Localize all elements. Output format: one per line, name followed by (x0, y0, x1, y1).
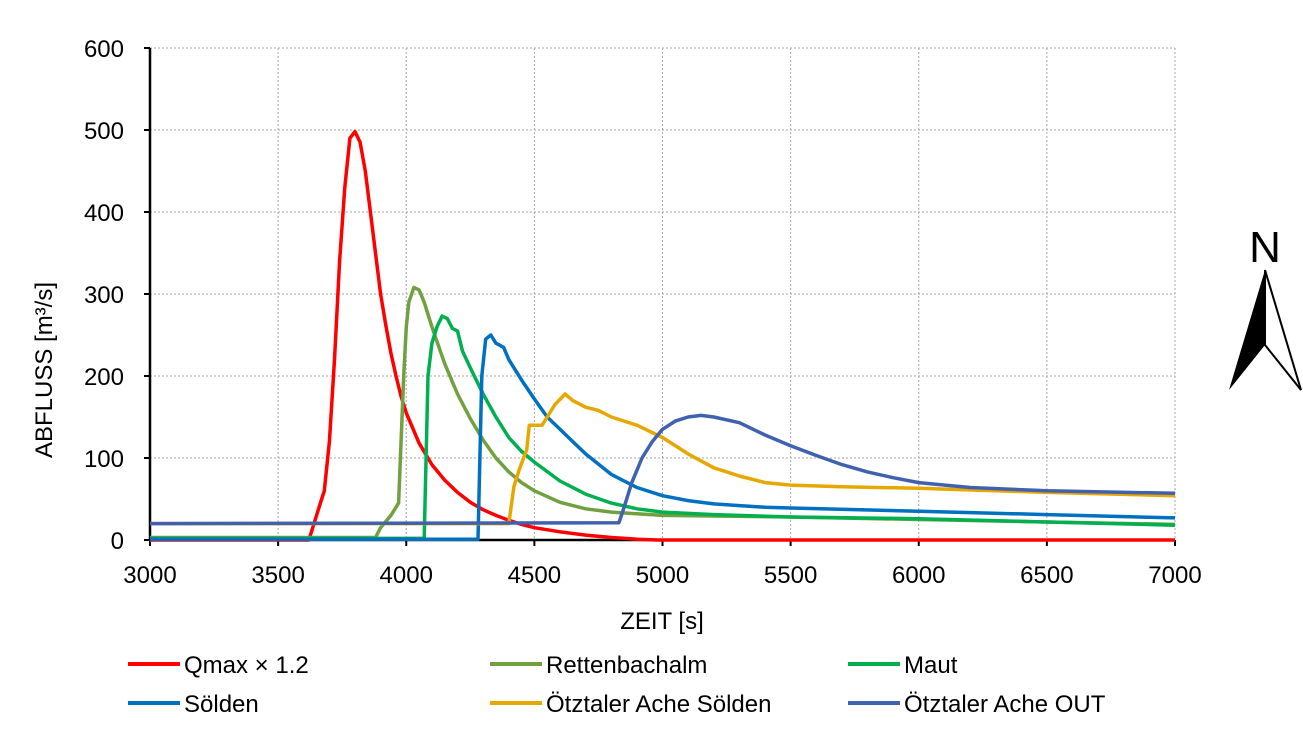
north-arrow: N (1229, 223, 1302, 391)
x-tick-label: 7000 (1148, 562, 1201, 589)
x-tick-label: 3000 (123, 562, 176, 589)
y-tick-label: 400 (84, 200, 124, 227)
x-tick-label: 3500 (251, 562, 304, 589)
legend-label: Maut (904, 652, 958, 679)
x-tick-label: 5000 (636, 562, 689, 589)
legend-label: Qmax × 1.2 (184, 652, 309, 679)
legend-label: Sölden (184, 691, 259, 718)
series-line-2 (150, 285, 1176, 540)
tick-labels: 3000 3500 4000 4500 5000 5500 6000 6500 7000 0 100… (84, 36, 1202, 589)
grid-lines (150, 47, 1176, 540)
x-tick-label: 4500 (508, 562, 561, 589)
legend: Qmax × 1.2 Rettenbachalm Maut Sölden Ötztale… (128, 652, 1106, 718)
x-tick-label: 6000 (892, 562, 945, 589)
y-axis-title: ABFLUSS [m³/s] (31, 282, 58, 458)
series-line-6 (149, 413, 1176, 526)
y-tick-label: 100 (84, 446, 124, 473)
legend-label: Ötztaler Ache OUT (904, 691, 1106, 718)
x-axis-title: ZEIT [s] (620, 608, 704, 635)
x-tick-label: 6500 (1020, 562, 1073, 589)
y-tick-label: 600 (84, 36, 124, 63)
y-tick-label: 200 (84, 364, 124, 391)
y-tick-label: 500 (84, 118, 124, 145)
series-line-3 (150, 314, 1176, 541)
north-arrow-right-half-icon (1264, 269, 1302, 391)
series-line-1 (150, 129, 1175, 542)
y-tick-label: 300 (84, 282, 124, 309)
north-arrow-label: N (1249, 223, 1281, 272)
series-line-4 (150, 333, 1176, 541)
x-tick-label: 4000 (380, 562, 433, 589)
x-tick-label: 5500 (764, 562, 817, 589)
north-arrow-left-half-icon (1229, 270, 1265, 390)
legend-label: Rettenbachalm (546, 652, 707, 679)
y-tick-label: 0 (111, 528, 124, 555)
legend-label: Ötztaler Ache Sölden (546, 691, 771, 718)
axes (144, 47, 1176, 546)
series-line-5 (150, 392, 1176, 526)
series-lines (149, 129, 1176, 542)
